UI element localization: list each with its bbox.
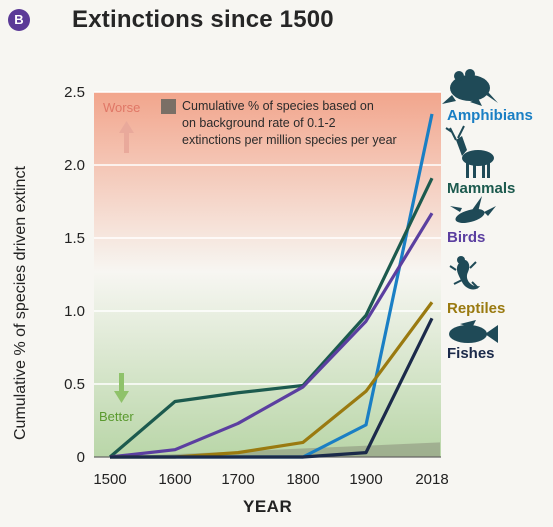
lizard-icon <box>449 256 480 290</box>
series-label-amphibians: Amphibians <box>447 107 533 124</box>
y-tick-label: 1.5 <box>64 230 85 247</box>
series-label-fishes: Fishes <box>447 345 495 362</box>
panel-badge: B <box>8 9 30 31</box>
background-rate-note-line-3: extinctions per million species per year <box>182 133 397 147</box>
series-label-reptiles: Reptiles <box>447 300 505 317</box>
series-label-birds: Birds <box>447 229 485 246</box>
x-tick-label: 1900 <box>349 471 382 488</box>
y-tick-label: 2.0 <box>64 157 85 174</box>
better-gradient-band <box>94 272 441 457</box>
x-tick-label: 2018 <box>415 471 448 488</box>
x-tick-label: 1600 <box>158 471 191 488</box>
better-label: Better <box>99 409 134 424</box>
background-rate-note-line-1: Cumulative % of species based on <box>182 99 374 113</box>
x-tick-label: 1800 <box>286 471 319 488</box>
worse-gradient-band <box>94 92 441 272</box>
better-arrow-icon <box>114 373 129 403</box>
y-tick-label: 1.0 <box>64 303 85 320</box>
series-line-fishes <box>110 317 434 459</box>
worse-arrow-icon <box>119 121 134 153</box>
frog-icon <box>442 69 498 106</box>
background-rate-note-line-2: on background rate of 0.1-2 <box>182 116 336 130</box>
fish-icon <box>449 320 498 343</box>
background-rate-swatch <box>161 99 176 114</box>
x-axis-label: YEAR <box>243 497 293 516</box>
x-tick-label: 1500 <box>93 471 126 488</box>
worse-label: Worse <box>103 100 140 115</box>
y-tick-label: 0.5 <box>64 376 85 393</box>
deer-icon <box>445 125 494 178</box>
y-tick-label: 2.5 <box>64 84 85 101</box>
x-tick-label: 1700 <box>221 471 254 488</box>
y-tick-label: 0 <box>77 449 85 466</box>
series-label-mammals: Mammals <box>447 180 515 197</box>
bird-icon <box>450 196 496 223</box>
series-line-mammals <box>108 177 434 459</box>
chart-title: Extinctions since 1500 <box>72 6 334 33</box>
series-line-birds <box>109 212 434 459</box>
